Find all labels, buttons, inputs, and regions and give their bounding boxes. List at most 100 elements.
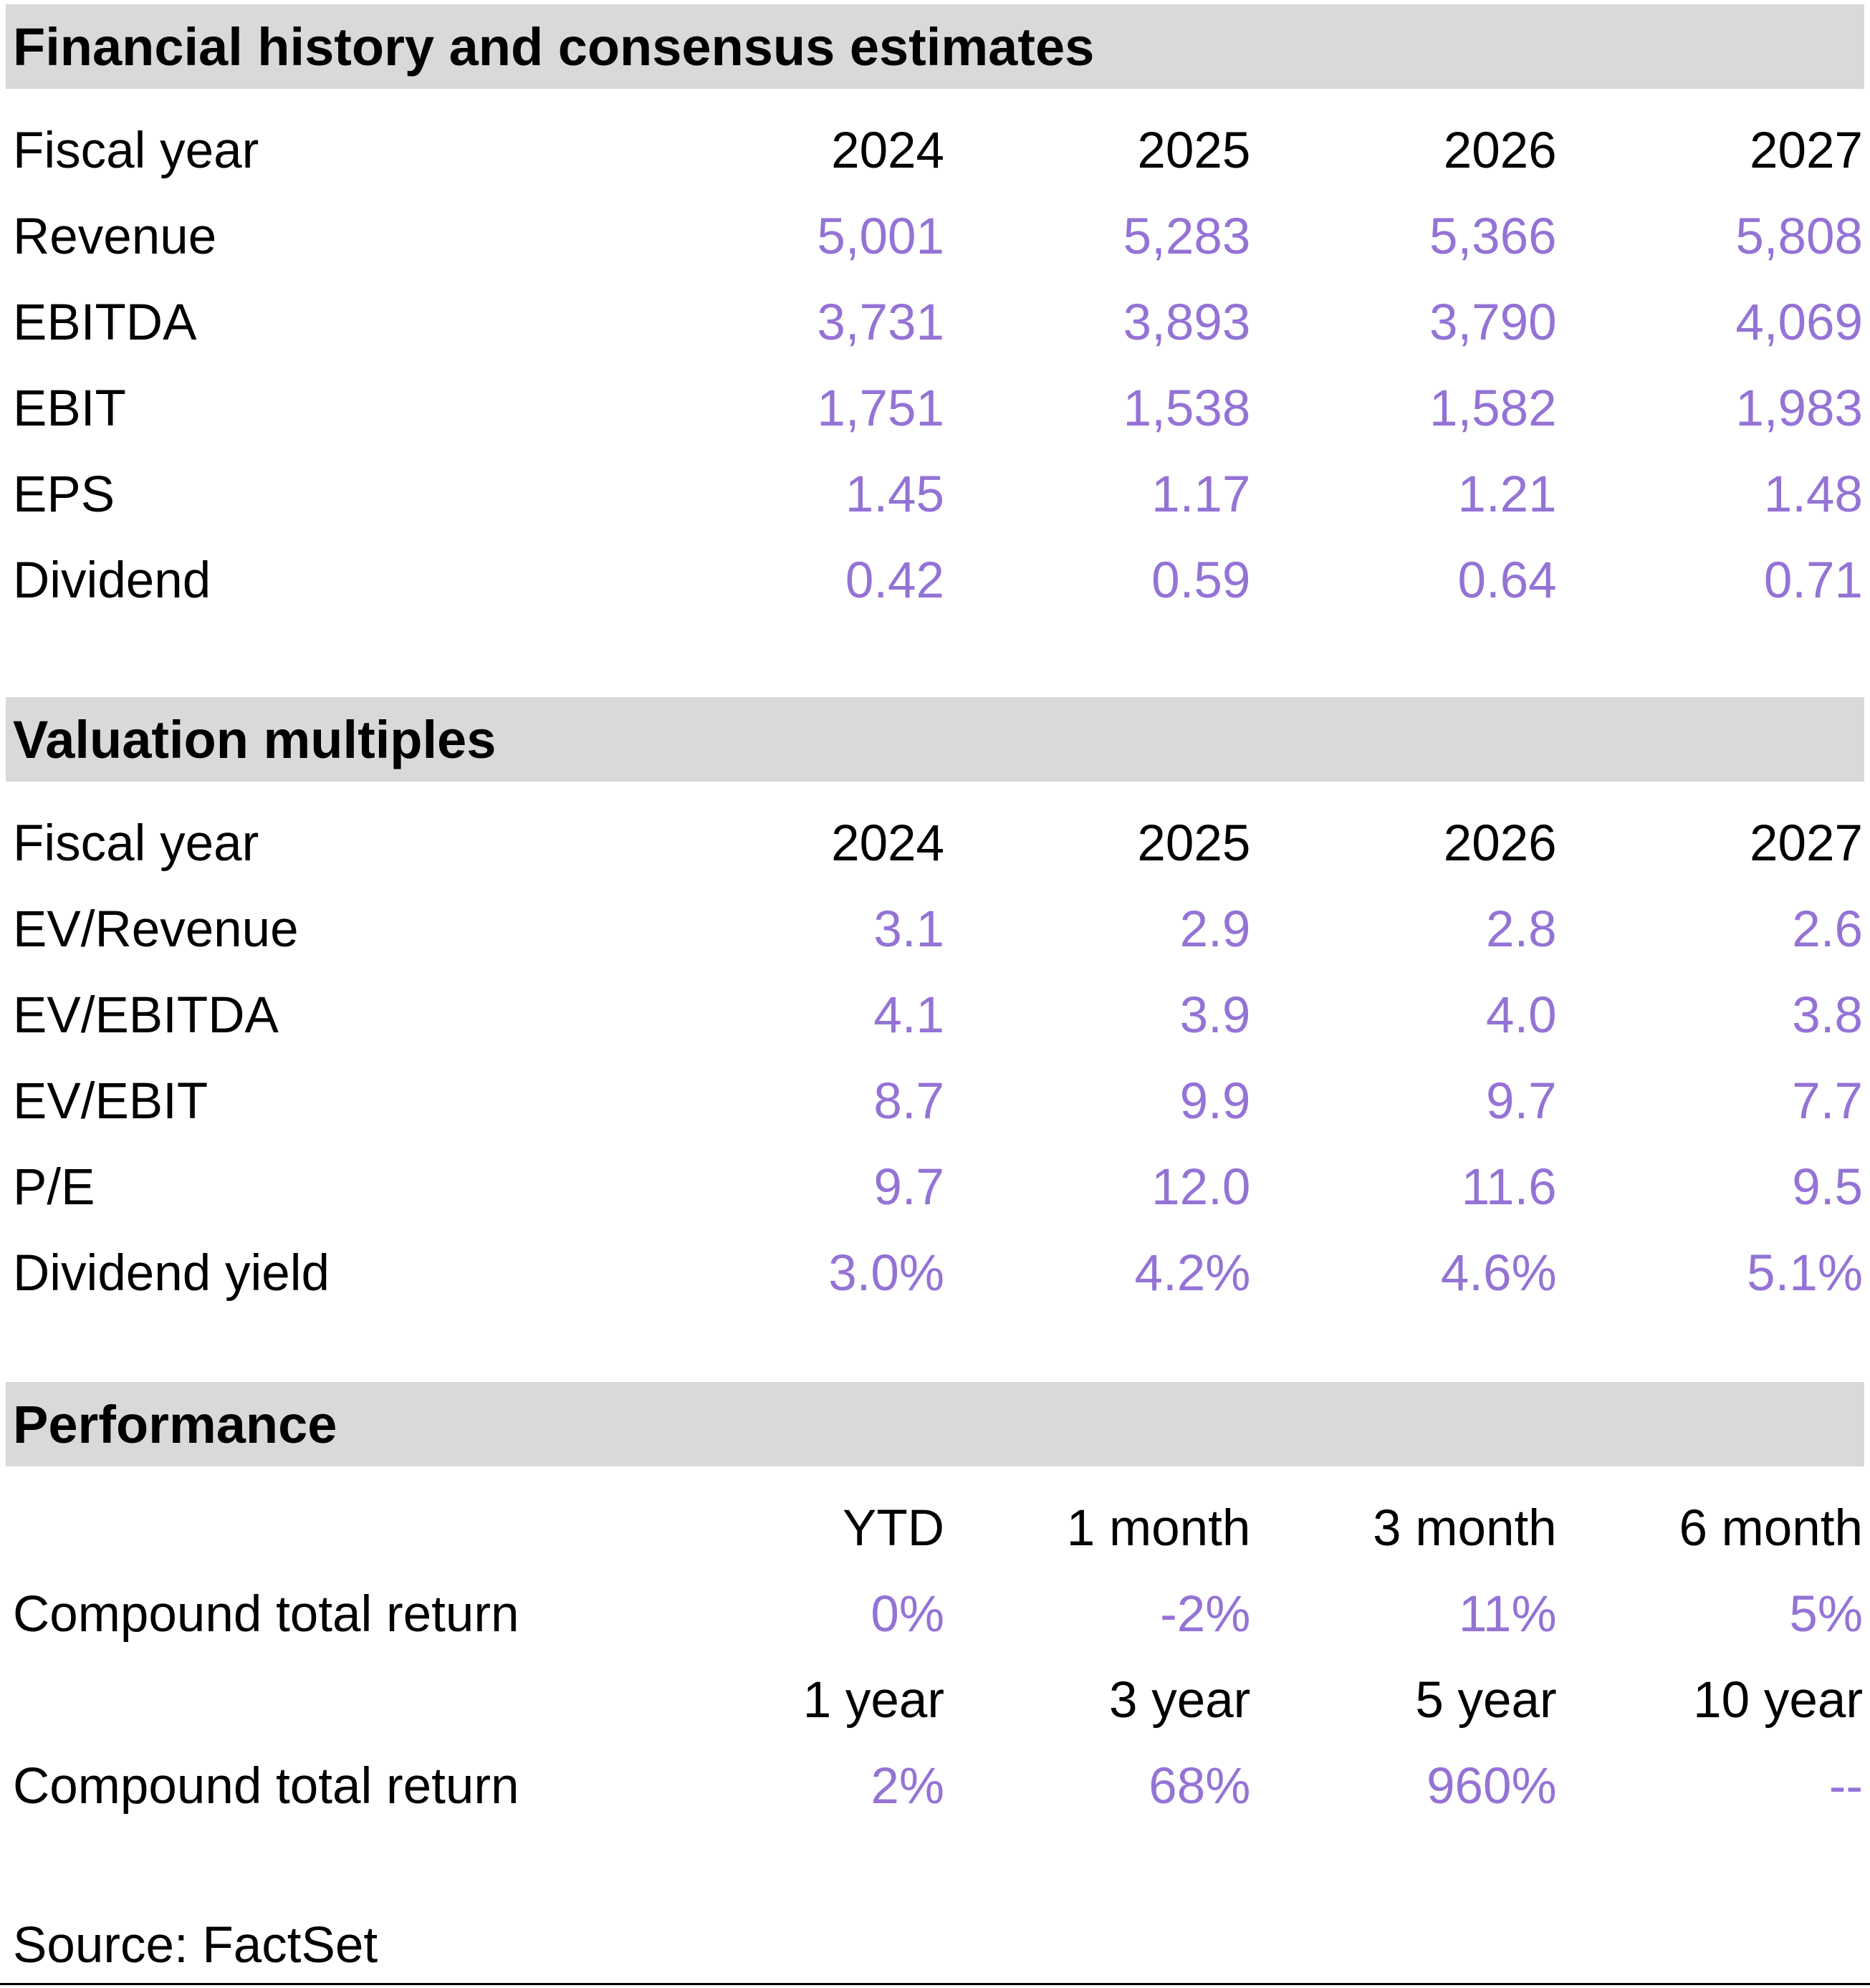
row-value: 3,893: [1123, 294, 1251, 351]
table-row: Dividend yield 3.0% 4.2% 4.6% 5.1%: [13, 1230, 1863, 1316]
column-header: 2025: [1137, 815, 1251, 872]
row-value: 5,366: [1429, 208, 1557, 265]
table-row: Revenue 5,001 5,283 5,366 5,808: [13, 193, 1863, 279]
table-row: EV/EBIT 8.7 9.9 9.7 7.7: [13, 1058, 1863, 1144]
row-label: EV/EBITDA: [13, 986, 279, 1044]
row-value: 1.17: [1151, 466, 1251, 523]
row-value: 4.2%: [1134, 1244, 1251, 1302]
column-header: 1 year: [802, 1671, 945, 1729]
row-value: 1.45: [845, 466, 945, 523]
table-row: EV/EBITDA 4.1 3.9 4.0 3.8: [13, 972, 1863, 1058]
column-header-row: Fiscal year 2024 2025 2026 2027: [13, 107, 1863, 193]
row-value: 0.71: [1763, 552, 1863, 609]
column-header: 5 year: [1415, 1671, 1557, 1729]
table-row: EBIT 1,751 1,538 1,582 1,983: [13, 365, 1863, 451]
column-header: 2024: [831, 122, 945, 179]
row-label: Compound total return: [13, 1585, 519, 1643]
row-label: Compound total return: [13, 1757, 519, 1815]
row-value: 3.9: [1179, 986, 1251, 1044]
row-value: 5%: [1789, 1585, 1863, 1643]
row-label: EBIT: [13, 380, 126, 437]
row-value: 7.7: [1792, 1072, 1863, 1130]
column-header: 2027: [1750, 815, 1863, 872]
table-row: EV/Revenue 3.1 2.9 2.8 2.6: [13, 886, 1863, 972]
fiscal-year-label: Fiscal year: [13, 815, 259, 872]
row-value: 2.9: [1179, 901, 1251, 958]
row-value: 4.6%: [1440, 1244, 1557, 1302]
period-header-spacer: [13, 1485, 638, 1571]
section-title: Valuation multiples: [13, 709, 497, 769]
valuation-multiples-table: Fiscal year 2024 2025 2026 2027 EV/Revenue 3.1…: [13, 800, 1863, 1316]
column-header: YTD: [843, 1499, 945, 1557]
row-value: 0.59: [1151, 552, 1251, 609]
bottom-divider: [0, 1983, 1870, 1985]
table-row: P/E 9.7 12.0 11.6 9.5: [13, 1144, 1863, 1230]
section-title: Performance: [13, 1394, 337, 1454]
row-label: EPS: [13, 466, 115, 523]
row-value: 0.42: [845, 552, 945, 609]
row-value: 3.8: [1792, 986, 1863, 1044]
column-header-row: 1 year 3 year 5 year 10 year: [13, 1657, 1863, 1743]
row-label: Dividend: [13, 552, 211, 609]
row-value: 4.0: [1485, 986, 1557, 1044]
row-value: 12.0: [1151, 1158, 1251, 1216]
column-header-row: YTD 1 month 3 month 6 month: [13, 1485, 1863, 1571]
row-value: 1,983: [1735, 380, 1863, 437]
row-label: P/E: [13, 1158, 95, 1216]
section-title: Financial history and consensus estimate…: [13, 16, 1095, 77]
row-value: 9.5: [1792, 1158, 1863, 1216]
row-value: 2%: [871, 1757, 945, 1815]
row-value: 4.1: [873, 986, 945, 1044]
row-label: Revenue: [13, 208, 217, 265]
table-row: EPS 1.45 1.17 1.21 1.48: [13, 451, 1863, 537]
row-value: 0.64: [1457, 552, 1557, 609]
row-value: 2.8: [1485, 901, 1557, 958]
table-row: Dividend 0.42 0.59 0.64 0.71: [13, 537, 1863, 623]
table-row: Compound total return 2% 68% 960% --: [13, 1743, 1863, 1829]
row-value: 1,538: [1123, 380, 1251, 437]
row-value: 9.7: [1485, 1072, 1557, 1130]
column-header: 2025: [1137, 122, 1251, 179]
column-header: 1 month: [1066, 1499, 1251, 1557]
column-header: 3 month: [1373, 1499, 1557, 1557]
row-value: 5,808: [1735, 208, 1863, 265]
row-value: 1.21: [1457, 466, 1557, 523]
row-value: 3,790: [1429, 294, 1557, 351]
row-value: 5,001: [817, 208, 945, 265]
column-header: 10 year: [1693, 1671, 1863, 1729]
row-value: 2.6: [1792, 901, 1863, 958]
row-value: 9.9: [1179, 1072, 1251, 1130]
performance-table: YTD 1 month 3 month 6 month Compound total r…: [13, 1485, 1863, 1829]
row-value: 4,069: [1735, 294, 1863, 351]
section-header-financial-history: Financial history and consensus estimate…: [6, 4, 1864, 89]
column-header-row: Fiscal year 2024 2025 2026 2027: [13, 800, 1863, 886]
period-header-spacer: [13, 1657, 638, 1743]
row-value: --: [1828, 1757, 1863, 1815]
row-value: 5,283: [1123, 208, 1251, 265]
section-header-valuation-multiples: Valuation multiples: [6, 697, 1864, 782]
column-header: 2026: [1443, 122, 1557, 179]
section-header-performance: Performance: [6, 1382, 1864, 1466]
row-value: 8.7: [873, 1072, 945, 1130]
row-value: 3.0%: [828, 1244, 945, 1302]
row-value: 11.6: [1461, 1158, 1557, 1216]
row-value: 1,751: [817, 380, 945, 437]
row-value: 1,582: [1429, 380, 1557, 437]
fiscal-year-label: Fiscal year: [13, 122, 259, 179]
row-value: 68%: [1149, 1757, 1251, 1815]
table-row: Compound total return 0% -2% 11% 5%: [13, 1571, 1863, 1657]
financial-history-table: Fiscal year 2024 2025 2026 2027 Revenue 5,001 5…: [13, 107, 1863, 623]
row-label: Dividend yield: [13, 1244, 330, 1302]
row-value: 960%: [1427, 1757, 1557, 1815]
row-label: EBITDA: [13, 294, 197, 351]
row-label: EV/Revenue: [13, 901, 299, 958]
column-header: 2024: [831, 815, 945, 872]
row-value: 3.1: [873, 901, 945, 958]
row-label: EV/EBIT: [13, 1072, 208, 1130]
row-value: 5.1%: [1747, 1244, 1863, 1302]
row-value: 3,731: [817, 294, 945, 351]
column-header: 2027: [1750, 122, 1863, 179]
table-row: EBITDA 3,731 3,893 3,790 4,069: [13, 279, 1863, 365]
row-value: 0%: [871, 1585, 945, 1643]
source-note: Source: FactSet: [13, 1917, 378, 1974]
